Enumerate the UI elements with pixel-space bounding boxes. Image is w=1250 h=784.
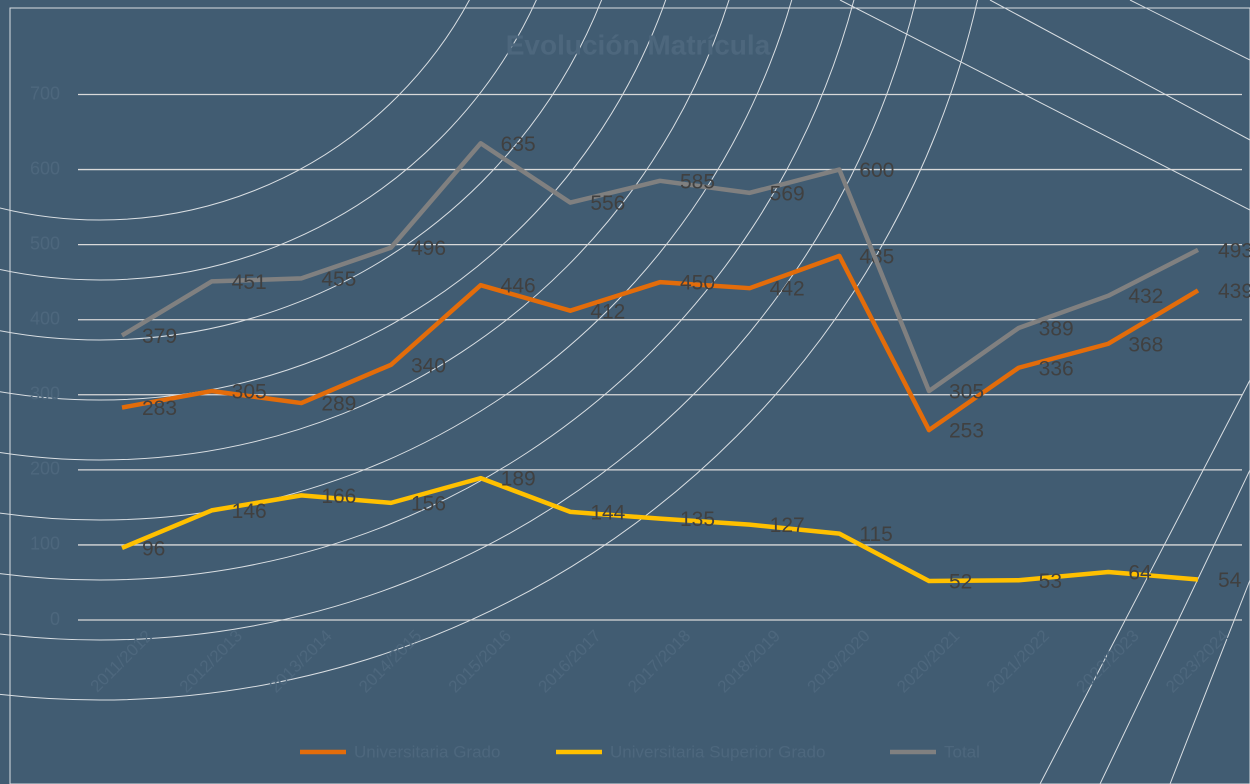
data-label: 446 <box>501 275 536 298</box>
data-label: 412 <box>590 300 625 323</box>
series-line <box>121 475 1199 584</box>
data-label: 379 <box>142 325 177 348</box>
data-label: 253 <box>949 420 984 443</box>
data-label: 146 <box>232 500 267 523</box>
data-label: 52 <box>949 571 972 594</box>
data-label: 432 <box>1128 285 1163 308</box>
y-tick-label: 600 <box>30 158 60 178</box>
data-label: 455 <box>321 268 356 291</box>
series-line <box>120 141 1200 394</box>
data-label: 64 <box>1128 562 1152 585</box>
data-label: 556 <box>590 192 625 215</box>
data-label: 340 <box>411 354 446 377</box>
data-label: 144 <box>590 501 625 524</box>
y-tick-label: 400 <box>30 308 60 328</box>
data-label: 289 <box>321 393 356 416</box>
data-label: 53 <box>1039 570 1062 593</box>
data-label: 442 <box>770 278 805 301</box>
data-label: 493 <box>1218 239 1250 262</box>
y-tick-label: 500 <box>30 233 60 253</box>
data-label: 305 <box>232 381 267 404</box>
data-label: 368 <box>1128 333 1163 356</box>
y-tick-label: 100 <box>30 534 60 554</box>
data-label: 283 <box>142 397 177 420</box>
data-label: 54 <box>1218 569 1242 592</box>
series-line <box>121 253 1200 433</box>
data-label: 600 <box>859 159 894 182</box>
data-label: 496 <box>411 237 446 260</box>
y-tick-label: 300 <box>30 384 60 404</box>
legend-label: Universitaria Superior Grado <box>610 742 825 761</box>
data-label: 389 <box>1039 318 1074 341</box>
data-label: 96 <box>142 537 165 560</box>
data-label: 439 <box>1218 280 1250 303</box>
data-label: 127 <box>770 514 805 537</box>
data-label: 635 <box>501 133 536 156</box>
data-label: 305 <box>949 381 984 404</box>
legend-label: Total <box>944 742 980 761</box>
y-tick-label: 0 <box>50 609 60 629</box>
y-tick-label: 700 <box>30 83 60 103</box>
legend-label: Universitaria Grado <box>354 742 500 761</box>
y-tick-label: 200 <box>30 459 60 479</box>
data-label: 336 <box>1039 357 1074 380</box>
data-label: 156 <box>411 492 446 515</box>
data-label: 135 <box>680 508 715 531</box>
data-label: 450 <box>680 272 715 295</box>
data-label: 569 <box>770 182 805 205</box>
data-label: 451 <box>232 271 267 294</box>
data-label: 166 <box>321 485 356 508</box>
chart-title: Evolución Matrícula <box>506 29 771 60</box>
data-label: 115 <box>859 523 892 546</box>
data-label: 585 <box>680 170 715 193</box>
data-label: 189 <box>501 468 536 491</box>
